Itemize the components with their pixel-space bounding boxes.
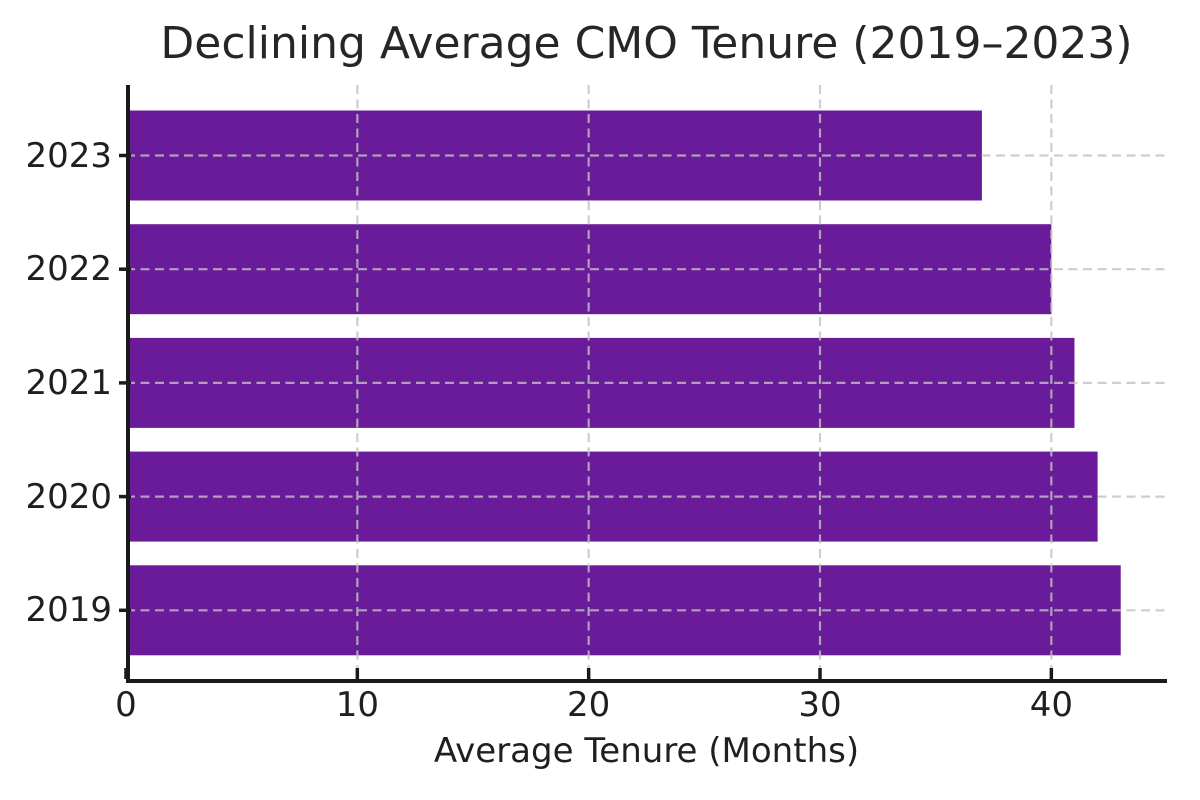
chart-title: Declining Average CMO Tenure (2019–2023) — [160, 18, 1133, 69]
y-tick-label-2021: 2021 — [25, 362, 112, 403]
x-tick-label-0: 0 — [115, 685, 137, 725]
y-tick-label-2019: 2019 — [25, 590, 112, 631]
x-tick-label-30: 30 — [798, 685, 842, 725]
plot-svg — [119, 85, 1167, 683]
plot-area — [119, 85, 1167, 683]
y-tick-label-2022: 2022 — [25, 249, 112, 290]
x-tick-label-20: 20 — [567, 685, 611, 725]
y-tick-label-2020: 2020 — [25, 476, 112, 517]
x-tick-label-10: 10 — [335, 685, 379, 725]
x-tick-label-40: 40 — [1029, 685, 1073, 725]
x-axis-title: Average Tenure (Months) — [433, 731, 860, 771]
y-tick-label-2023: 2023 — [25, 135, 112, 176]
